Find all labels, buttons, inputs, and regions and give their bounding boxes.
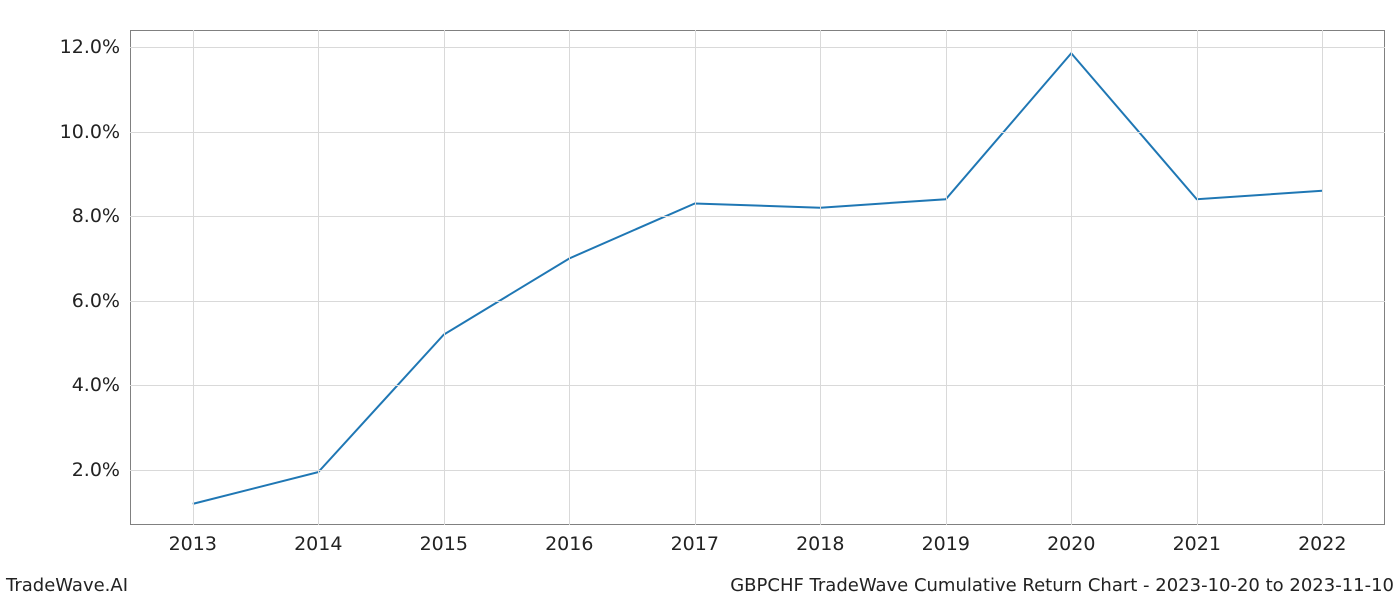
series-polyline [193,53,1323,504]
y-tick-label: 10.0% [60,121,120,143]
grid-horizontal [130,132,1385,133]
x-tick-label: 2017 [671,533,719,555]
chart-container: TradeWave.AI GBPCHF TradeWave Cumulative… [0,0,1400,600]
plot-area [130,30,1385,525]
y-tick-label: 6.0% [72,290,120,312]
x-tick-label: 2021 [1173,533,1221,555]
footer-left: TradeWave.AI [6,575,128,596]
y-tick-label: 2.0% [72,459,120,481]
x-tick-label: 2015 [420,533,468,555]
grid-vertical [569,30,570,525]
y-tick-label: 12.0% [60,36,120,58]
x-tick-label: 2019 [922,533,970,555]
x-tick-label: 2018 [796,533,844,555]
grid-vertical [1322,30,1323,525]
x-tick-label: 2014 [294,533,342,555]
y-tick-label: 8.0% [72,205,120,227]
grid-horizontal [130,47,1385,48]
grid-horizontal [130,470,1385,471]
grid-vertical [695,30,696,525]
y-tick-label: 4.0% [72,374,120,396]
grid-vertical [318,30,319,525]
grid-vertical [946,30,947,525]
grid-horizontal [130,216,1385,217]
x-tick-label: 2022 [1298,533,1346,555]
grid-vertical [1071,30,1072,525]
grid-vertical [193,30,194,525]
x-tick-label: 2020 [1047,533,1095,555]
grid-horizontal [130,385,1385,386]
footer-right: GBPCHF TradeWave Cumulative Return Chart… [730,575,1394,596]
grid-horizontal [130,301,1385,302]
x-tick-label: 2013 [169,533,217,555]
grid-vertical [444,30,445,525]
grid-vertical [820,30,821,525]
x-tick-label: 2016 [545,533,593,555]
grid-vertical [1197,30,1198,525]
